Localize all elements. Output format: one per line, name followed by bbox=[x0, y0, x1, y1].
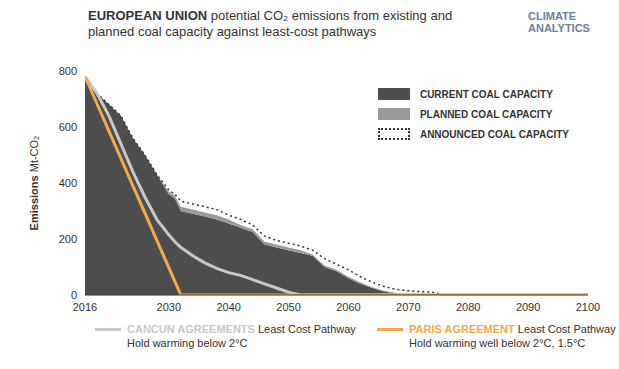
svg-text:2070: 2070 bbox=[396, 301, 420, 313]
html-text:CURRENT COAL CAPACITY: CURRENT COAL CAPACITY bbox=[419, 88, 553, 100]
svg-text:2080: 2080 bbox=[456, 301, 480, 313]
svg-text:2050: 2050 bbox=[276, 301, 300, 313]
svg-text:2060: 2060 bbox=[336, 301, 360, 313]
svg-text:800: 800 bbox=[59, 65, 77, 77]
svg-text:400: 400 bbox=[59, 177, 77, 189]
html-text:CANCUN AGREEMENTS Least Cost P: CANCUN AGREEMENTS Least Cost Pathway bbox=[127, 323, 356, 335]
html-text:PARIS AGREEMENT Least Cost Pat: PARIS AGREEMENT Least Cost Pathway bbox=[409, 323, 616, 335]
html-text:CLIMATE: CLIMATE bbox=[528, 10, 577, 22]
html-text:Mt-CO₂: Mt-CO₂ bbox=[28, 135, 40, 173]
svg-text:2030: 2030 bbox=[157, 301, 181, 313]
html-text:Hold warming well below 2°C, 1: Hold warming well below 2°C, 1.5°C bbox=[409, 337, 586, 349]
html-text:Emissions: Emissions bbox=[28, 175, 40, 231]
html-text:ANALYTICS: ANALYTICS bbox=[528, 22, 590, 34]
svg-text:2100: 2100 bbox=[576, 301, 600, 313]
html-text:Hold warming below 2°C: Hold warming below 2°C bbox=[127, 337, 248, 349]
svg-text:2090: 2090 bbox=[516, 301, 540, 313]
svg-text:200: 200 bbox=[59, 233, 77, 245]
svg-text:2040: 2040 bbox=[216, 301, 240, 313]
html-text:PLANNED COAL CAPACITY: PLANNED COAL CAPACITY bbox=[419, 108, 553, 120]
svg-text:2016: 2016 bbox=[73, 301, 97, 313]
html-text:EUROPEAN UNION potential CO₂ e: EUROPEAN UNION potential CO₂ emissions f… bbox=[88, 8, 453, 39]
svg-text:600: 600 bbox=[59, 121, 77, 133]
svg-text:0: 0 bbox=[71, 289, 77, 301]
html-text:ANNOUNCED COAL CAPACITY: ANNOUNCED COAL CAPACITY bbox=[419, 128, 569, 140]
